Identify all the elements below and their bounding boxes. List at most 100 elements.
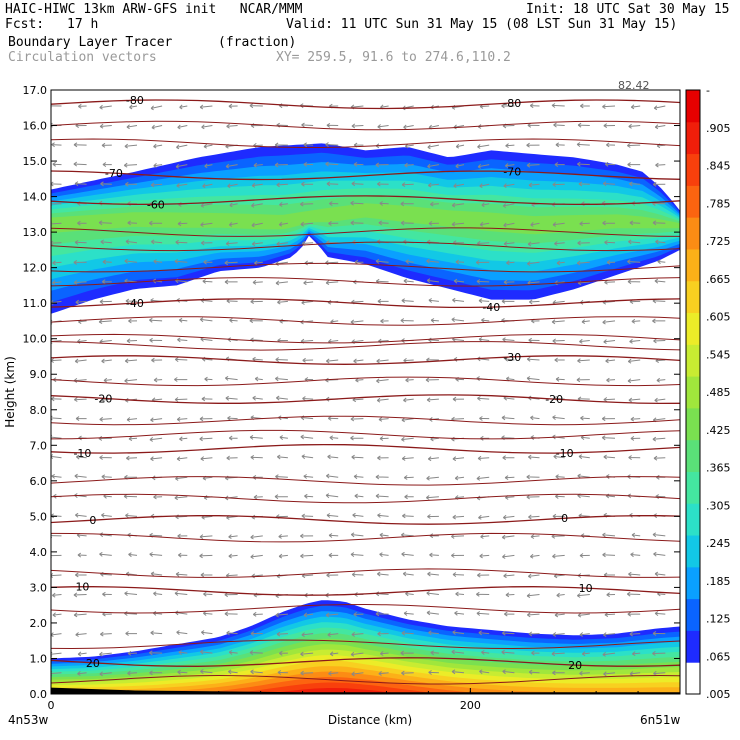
temperature-contours bbox=[51, 99, 680, 685]
circulation-vector bbox=[627, 358, 641, 364]
circulation-vector bbox=[226, 123, 238, 129]
circulation-vector bbox=[579, 221, 590, 227]
circulation-vector bbox=[101, 474, 112, 480]
circulation-vector bbox=[73, 592, 87, 598]
circulation-vector bbox=[455, 143, 465, 149]
contour-line bbox=[51, 355, 680, 365]
isotherm-line bbox=[51, 341, 680, 351]
circulation-vector bbox=[351, 181, 364, 187]
circulation-vector bbox=[99, 671, 112, 677]
circulation-vector bbox=[149, 650, 163, 656]
circulation-vector bbox=[328, 220, 339, 226]
circulation-vector bbox=[301, 513, 314, 519]
circulation-vector bbox=[503, 183, 515, 189]
circulation-vector bbox=[225, 395, 238, 401]
circulation-vector bbox=[252, 611, 263, 617]
circulation-vector bbox=[178, 650, 188, 655]
circulation-vector bbox=[602, 552, 616, 558]
circulation-vector bbox=[427, 571, 439, 577]
circulation-vector bbox=[601, 435, 616, 441]
circulation-vector bbox=[74, 181, 87, 187]
corner-tag: 82.42 bbox=[618, 79, 650, 92]
circulation-vector bbox=[476, 279, 490, 284]
x-end-label-left: 4n53w bbox=[8, 713, 49, 727]
circulation-vector bbox=[52, 612, 62, 618]
circulation-vector bbox=[629, 671, 641, 677]
circulation-vector bbox=[300, 221, 314, 227]
circulation-vector bbox=[127, 670, 138, 676]
circulation-vector bbox=[178, 317, 188, 323]
circulation-vector bbox=[74, 512, 87, 518]
circulation-vector bbox=[204, 376, 213, 382]
circulation-vector bbox=[304, 493, 314, 499]
isotherm-line bbox=[51, 532, 680, 543]
circulation-vector bbox=[551, 651, 565, 657]
circulation-vector bbox=[278, 553, 288, 559]
circulation-vector bbox=[101, 512, 112, 518]
circulation-vector bbox=[252, 395, 263, 401]
circulation-vector bbox=[425, 495, 439, 500]
circulation-vector bbox=[479, 416, 490, 421]
circulation-vector bbox=[554, 357, 565, 363]
colorbar-swatch bbox=[686, 598, 700, 631]
circulation-vector bbox=[655, 162, 666, 168]
contour-label: 10 bbox=[75, 581, 89, 594]
circulation-vector bbox=[652, 220, 666, 226]
circulation-vector bbox=[353, 358, 364, 364]
colorbar-label: .725 bbox=[706, 235, 731, 248]
init-time: Init: 18 UTC Sat 30 May 15 bbox=[526, 2, 730, 17]
circulation-vector bbox=[78, 103, 87, 109]
circulation-vector bbox=[177, 124, 188, 130]
valid-time: Valid: 11 UTC Sun 31 May 15 (08 LST Sun … bbox=[286, 17, 678, 32]
circulation-vector bbox=[377, 631, 389, 637]
circulation-vector bbox=[350, 220, 364, 226]
circulation-vector bbox=[176, 630, 188, 635]
colorbar-label: .905 bbox=[706, 122, 731, 135]
circulation-vector bbox=[631, 532, 641, 538]
circulation-vector bbox=[653, 670, 666, 676]
circulation-vector bbox=[503, 222, 515, 228]
circulation-vector bbox=[98, 319, 112, 325]
circulation-vector bbox=[125, 513, 138, 518]
circulation-vector bbox=[451, 317, 465, 323]
y-tick-label: 2.0 bbox=[30, 617, 48, 630]
circulation-vector bbox=[150, 105, 163, 111]
circulation-vector bbox=[126, 417, 138, 422]
circulation-vector bbox=[627, 378, 641, 384]
circulation-vector bbox=[300, 434, 314, 440]
circulation-vector bbox=[128, 318, 138, 324]
circulation-vector bbox=[528, 182, 540, 188]
circulation-vector bbox=[75, 299, 87, 305]
circulation-vector bbox=[99, 455, 112, 460]
circulation-vector bbox=[604, 161, 616, 167]
circulation-vector bbox=[654, 611, 666, 616]
colorbar-label: .845 bbox=[706, 160, 731, 173]
circulation-vector bbox=[203, 259, 213, 265]
circulation-vector bbox=[228, 222, 238, 227]
circulation-vector bbox=[455, 591, 465, 597]
circulation-vector bbox=[377, 181, 389, 187]
circulation-vector bbox=[654, 397, 666, 403]
circulation-vector bbox=[426, 397, 439, 403]
circulation-vector bbox=[176, 144, 188, 150]
circulation-vector bbox=[502, 630, 515, 636]
colorbar-frame bbox=[685, 89, 701, 695]
contour-label: 0 bbox=[561, 512, 568, 525]
circulation-vector bbox=[477, 144, 490, 149]
circulation-vector bbox=[77, 220, 87, 226]
colorbar-label: .485 bbox=[706, 386, 731, 399]
circulation-vector bbox=[652, 436, 666, 442]
circulation-vector bbox=[179, 436, 188, 442]
circulation-vector bbox=[74, 240, 87, 245]
circulation-vector bbox=[153, 163, 163, 168]
circulation-vector bbox=[377, 455, 389, 461]
colorbar-swatch bbox=[686, 90, 700, 123]
isotherm-line bbox=[51, 262, 680, 273]
circulation-vector bbox=[554, 241, 565, 246]
circulation-vector bbox=[228, 650, 238, 655]
circulation-vector bbox=[249, 650, 263, 656]
circulation-vector bbox=[653, 551, 666, 557]
circulation-vector bbox=[149, 220, 163, 226]
circulation-vector bbox=[426, 590, 439, 596]
y-tick-label: 16.0 bbox=[23, 120, 48, 133]
